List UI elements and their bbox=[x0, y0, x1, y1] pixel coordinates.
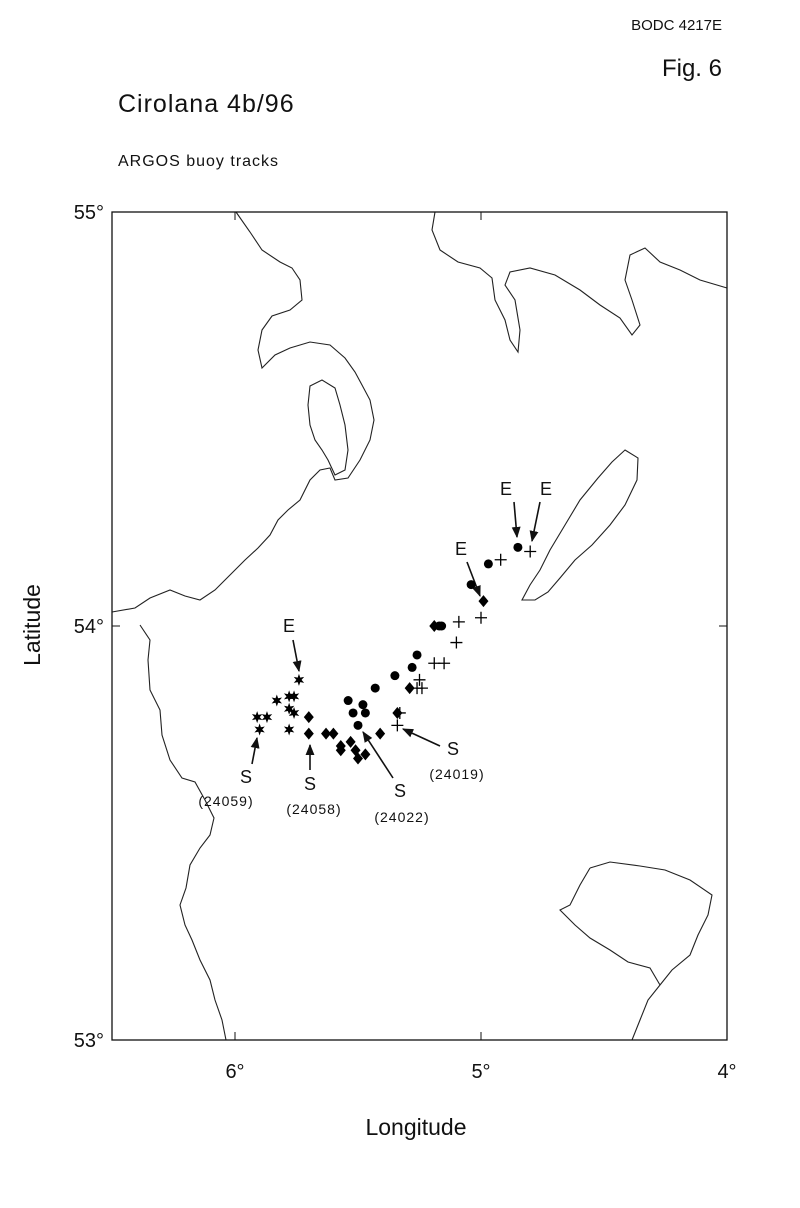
start-label: S bbox=[394, 781, 406, 801]
buoy-fix bbox=[254, 723, 265, 736]
y-tick-label: 54° bbox=[74, 616, 104, 638]
buoy-fix bbox=[345, 735, 356, 748]
buoy-fix bbox=[328, 727, 339, 740]
buoy-fix bbox=[494, 553, 507, 566]
buoy-fix bbox=[283, 723, 295, 736]
annotations: S S S S E E E E (24059) (24058) (24022) … bbox=[198, 479, 552, 825]
buoy-fix bbox=[261, 711, 273, 724]
y-tick-label: 55° bbox=[74, 202, 104, 224]
buoy-fix bbox=[251, 711, 263, 724]
start-label: S bbox=[240, 767, 252, 787]
x-tick-label: 6° bbox=[225, 1061, 244, 1083]
buoy-fix bbox=[303, 711, 314, 724]
end-label: E bbox=[500, 479, 512, 499]
coastline bbox=[559, 861, 713, 1041]
buoy-fix bbox=[360, 748, 371, 761]
buoy-fix bbox=[415, 682, 428, 695]
coastline bbox=[111, 211, 375, 613]
buoy-fix bbox=[288, 690, 300, 703]
start-label: S bbox=[304, 774, 316, 794]
start-label: S bbox=[447, 739, 459, 759]
arrow bbox=[362, 731, 394, 779]
y-tick-label: 53° bbox=[74, 1030, 104, 1052]
buoy-fix bbox=[390, 671, 400, 681]
buoy-fix bbox=[513, 542, 523, 552]
buoy-fix bbox=[452, 615, 465, 628]
buoy-fix bbox=[335, 744, 346, 757]
buoy-id: (24022) bbox=[374, 809, 429, 825]
buoy-fix bbox=[288, 706, 300, 719]
buoy-fix bbox=[412, 650, 422, 660]
buoy-fix bbox=[348, 708, 358, 718]
coastline bbox=[307, 379, 349, 476]
buoy-fix bbox=[404, 682, 415, 695]
coastline bbox=[521, 449, 639, 601]
buoy-fix bbox=[358, 700, 368, 710]
buoy-fix bbox=[375, 727, 386, 740]
buoy-fix bbox=[475, 611, 487, 624]
arrow bbox=[466, 561, 481, 598]
buoy-fix bbox=[393, 706, 406, 719]
buoy-fix bbox=[478, 595, 489, 608]
y-axis-label: Latitude bbox=[19, 584, 45, 666]
coastline bbox=[431, 211, 728, 354]
fig-number: Fig. 6 bbox=[662, 55, 722, 82]
chart-title: Cirolana 4b/96 bbox=[118, 90, 295, 118]
coastline bbox=[139, 624, 227, 1041]
arrow bbox=[401, 728, 441, 747]
arrow bbox=[529, 501, 541, 543]
coastlines bbox=[111, 211, 728, 1041]
plot-frame bbox=[111, 211, 728, 1041]
chart-subtitle: ARGOS buoy tracks bbox=[118, 153, 279, 170]
buoy-fix bbox=[437, 621, 447, 631]
buoy-fix bbox=[370, 683, 380, 693]
x-tick-label: 4° bbox=[717, 1061, 736, 1083]
arrow bbox=[292, 639, 302, 673]
buoy-fix bbox=[438, 657, 451, 670]
buoy-fix bbox=[303, 727, 314, 740]
buoy-id: (24059) bbox=[198, 793, 253, 809]
buoy-id: (24019) bbox=[429, 766, 484, 782]
x-tick-label: 5° bbox=[471, 1061, 490, 1083]
buoy-fix bbox=[321, 727, 332, 740]
arrow bbox=[511, 501, 521, 539]
x-axis-label: Longitude bbox=[365, 1114, 466, 1140]
end-label: E bbox=[283, 616, 295, 636]
doc-code: BODC 4217E bbox=[631, 17, 722, 34]
arrow bbox=[250, 736, 260, 765]
buoy-fix bbox=[524, 545, 537, 558]
buoy-fix bbox=[353, 752, 363, 765]
buoy-fix bbox=[483, 559, 493, 569]
buoy-fix bbox=[360, 708, 370, 718]
end-label: E bbox=[540, 479, 552, 499]
buoy-fix bbox=[343, 696, 353, 706]
buoy-fix bbox=[283, 690, 295, 703]
buoy-fix bbox=[413, 673, 426, 686]
buoy-fix bbox=[391, 719, 404, 732]
buoy-fix bbox=[450, 636, 463, 649]
buoy-fix bbox=[293, 673, 305, 686]
buoy-fix bbox=[271, 694, 283, 707]
buoy-id: (24058) bbox=[286, 801, 341, 817]
end-label: E bbox=[455, 539, 467, 559]
buoy-fix bbox=[466, 580, 476, 590]
buoy-fix bbox=[283, 702, 295, 715]
buoy-fix bbox=[353, 720, 363, 730]
buoy-fix bbox=[407, 662, 417, 672]
